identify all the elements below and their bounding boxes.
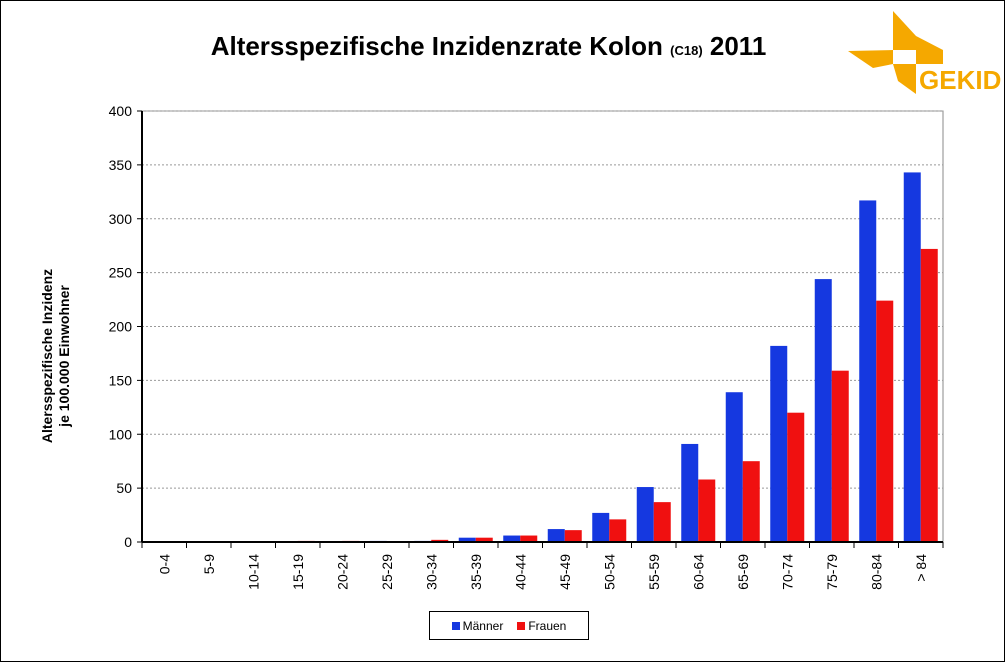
bar-frauen bbox=[787, 412, 805, 542]
chart-title: Altersspezifische Inzidenzrate Kolon (C1… bbox=[1, 31, 976, 62]
x-tick-label: 35-39 bbox=[468, 554, 484, 590]
title-text: Altersspezifische Inzidenzrate Kolon bbox=[210, 31, 663, 61]
y-tick-label: 350 bbox=[109, 157, 133, 173]
bar-maenner bbox=[725, 392, 743, 542]
x-tick-label: 30-34 bbox=[423, 554, 439, 590]
y-tick-label: 50 bbox=[116, 480, 132, 496]
bar-frauen bbox=[831, 370, 849, 542]
bar-maenner bbox=[592, 512, 610, 542]
bar-maenner bbox=[681, 443, 699, 542]
bar-maenner bbox=[859, 200, 877, 542]
legend-swatch-frauen bbox=[517, 621, 526, 630]
bar-maenner bbox=[636, 487, 654, 542]
bar-frauen bbox=[920, 248, 938, 543]
bar-frauen bbox=[653, 502, 671, 542]
legend-label-frauen: Frauen bbox=[528, 618, 567, 633]
bar-frauen bbox=[520, 535, 538, 542]
bar-frauen bbox=[564, 530, 582, 542]
x-tick-label: 50-54 bbox=[601, 554, 617, 590]
x-tick-label: 80-84 bbox=[868, 554, 884, 590]
x-tick-label: 0-4 bbox=[156, 554, 172, 574]
y-tick-label: 250 bbox=[109, 265, 133, 281]
bar-maenner bbox=[814, 279, 832, 542]
bar-frauen bbox=[876, 300, 894, 542]
bar-maenner bbox=[770, 345, 788, 542]
gekid-logo: GEKID bbox=[848, 11, 1001, 95]
y-tick-label: 0 bbox=[124, 534, 132, 550]
x-tick-label: 25-29 bbox=[379, 554, 395, 590]
bar-maenner bbox=[503, 535, 521, 542]
bar-frauen bbox=[609, 519, 627, 542]
x-tick-label: 65-69 bbox=[735, 554, 751, 590]
bar-frauen bbox=[431, 539, 449, 542]
bar-maenner bbox=[547, 529, 565, 542]
x-tick-label: 10-14 bbox=[245, 554, 261, 590]
bar-frauen bbox=[475, 537, 493, 542]
y-tick-label: 400 bbox=[109, 103, 133, 119]
y-tick-label: 200 bbox=[109, 319, 133, 335]
bar-maenner bbox=[903, 172, 921, 543]
x-tick-label: 5-9 bbox=[201, 554, 217, 574]
x-tick-label: 60-64 bbox=[690, 554, 706, 590]
x-tick-label: 75-79 bbox=[824, 554, 840, 590]
legend-item-maenner: Männer bbox=[451, 618, 504, 633]
title-year: 2011 bbox=[709, 31, 767, 61]
x-tick-label: 45-49 bbox=[557, 554, 573, 590]
x-tick-label: 70-74 bbox=[779, 554, 795, 590]
legend: Männer Frauen bbox=[429, 611, 589, 640]
y-tick-label: 300 bbox=[109, 211, 133, 227]
logo-text: GEKID bbox=[919, 65, 1001, 95]
bar-maenner bbox=[458, 537, 476, 542]
legend-label-maenner: Männer bbox=[462, 618, 504, 633]
y-tick-label: 100 bbox=[109, 426, 133, 442]
x-tick-label: 55-59 bbox=[646, 554, 662, 590]
bar-frauen bbox=[698, 479, 716, 542]
x-tick-label: > 84 bbox=[913, 554, 929, 582]
legend-swatch-maenner bbox=[451, 621, 460, 630]
bar-frauen bbox=[742, 461, 760, 542]
legend-item-frauen: Frauen bbox=[517, 619, 566, 633]
y-tick-label: 150 bbox=[109, 372, 133, 388]
title-code: (C18) bbox=[670, 43, 703, 58]
x-tick-label: 40-44 bbox=[512, 554, 528, 590]
x-tick-label: 15-19 bbox=[290, 554, 306, 590]
x-tick-label: 20-24 bbox=[334, 554, 350, 590]
